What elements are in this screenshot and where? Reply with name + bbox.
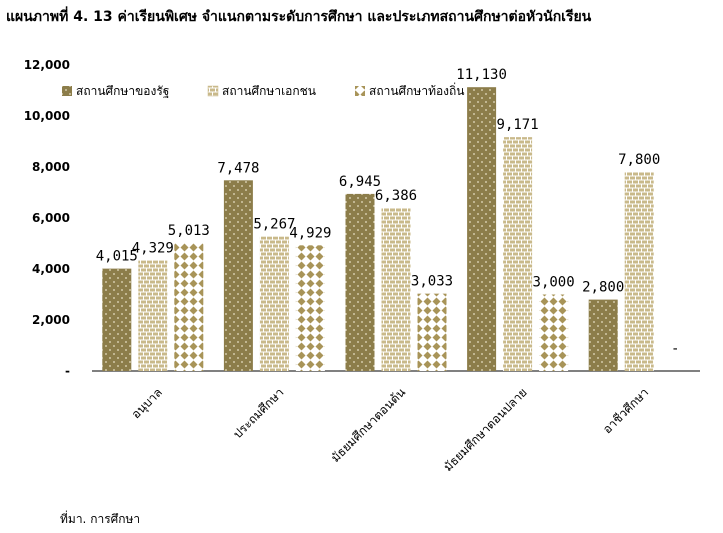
- data-label: 7,478: [217, 160, 259, 176]
- legend-swatch-1: [207, 85, 219, 97]
- bar-2-2: [417, 293, 447, 371]
- data-label: 5,013: [168, 223, 210, 239]
- bar-2-3: [539, 294, 569, 371]
- chart-title: แผนภาพที่ 4. 13 ค่าเรียนพิเศษ จำแนกตามระ…: [6, 9, 592, 25]
- y-tick-label: 2,000: [32, 313, 70, 327]
- bar-0-3: [467, 87, 497, 371]
- y-tick-label: 6,000: [32, 211, 70, 225]
- y-tick-label: -: [65, 364, 70, 378]
- data-label: 6,945: [339, 174, 381, 190]
- legend-label-1: สถานศึกษาเอกชน: [222, 84, 316, 98]
- legend: สถานศึกษาของรัฐ สถานศึกษาเอกชน สถานศึกษา…: [62, 82, 465, 98]
- data-label: -: [671, 341, 679, 357]
- source-note: ที่มา. การศึกษา: [60, 512, 141, 526]
- x-tick-label: อาชีวศึกษา: [600, 385, 651, 436]
- data-label: 2,800: [582, 280, 624, 296]
- bar-1-1: [259, 236, 289, 371]
- bar-0-1: [223, 180, 253, 371]
- legend-label-0: สถานศึกษาของรัฐ: [76, 84, 169, 98]
- data-label: 4,015: [96, 249, 138, 265]
- bar-1-2: [381, 208, 411, 371]
- data-label: 4,929: [289, 225, 331, 241]
- data-label: 3,033: [411, 274, 453, 290]
- x-tick-label: ประถมศึกษา: [231, 385, 287, 441]
- data-label: 7,800: [618, 152, 660, 168]
- data-label: 3,000: [533, 275, 575, 291]
- data-label: 11,130: [456, 67, 507, 83]
- x-axis-labels: อนุบาล ประถมศึกษา มัธยมศึกษาตอนต้น มัธยมศึก…: [129, 385, 652, 474]
- x-tick-label: มัธยมศึกษาตอนปลาย: [441, 385, 530, 474]
- bar-0-2: [345, 193, 375, 371]
- x-tick-label: อนุบาล: [129, 385, 166, 422]
- legend-swatch-2: [355, 86, 365, 96]
- data-label: 6,386: [375, 188, 417, 204]
- x-tick-label: มัธยมศึกษาตอนต้น: [328, 385, 408, 465]
- bar-0-4: [588, 299, 618, 371]
- bar-1-0: [138, 260, 168, 371]
- legend-label-2: สถานศึกษาท้องถิ่น: [369, 82, 465, 98]
- data-label: 4,329: [132, 241, 174, 257]
- y-tick-label: 4,000: [32, 262, 70, 276]
- bar-1-3: [503, 137, 533, 371]
- data-label: 9,171: [497, 117, 539, 133]
- y-tick-label: 8,000: [32, 160, 70, 174]
- y-tick-label: 12,000: [24, 58, 70, 72]
- bar-0-0: [102, 268, 132, 371]
- bar-2-1: [295, 245, 325, 371]
- data-label: 5,267: [253, 217, 295, 233]
- bar-1-4: [624, 172, 654, 371]
- bars: [102, 87, 654, 371]
- bar-2-0: [174, 243, 204, 371]
- legend-swatch-0: [62, 86, 72, 96]
- y-tick-label: 10,000: [24, 109, 70, 123]
